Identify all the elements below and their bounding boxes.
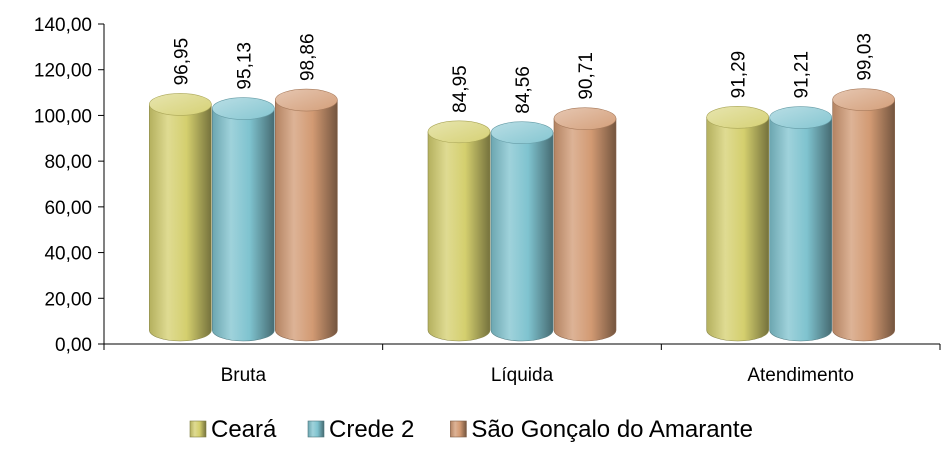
- bar: [428, 121, 490, 341]
- bar-body: [770, 118, 832, 341]
- data-label: 91,21: [792, 51, 813, 99]
- bar-body: [212, 109, 274, 341]
- legend-item: Crede 2: [308, 416, 414, 443]
- bar-cap: [212, 98, 274, 120]
- bar: [707, 106, 769, 341]
- bar-body: [149, 104, 211, 341]
- y-tick-label: 80,00: [44, 152, 92, 173]
- legend-item: Ceará: [190, 416, 277, 443]
- bar-body: [707, 117, 769, 341]
- data-label: 84,95: [450, 65, 471, 113]
- y-tick-label: 60,00: [44, 198, 92, 219]
- data-label: 84,56: [513, 66, 534, 114]
- y-tick-label: 140,00: [34, 15, 92, 36]
- bar-cap: [275, 89, 337, 111]
- bar-body: [554, 119, 616, 341]
- data-label: 96,95: [171, 38, 192, 86]
- data-label: 99,03: [855, 33, 876, 81]
- legend-item: São Gonçalo do Amarante: [450, 416, 753, 443]
- legend-swatch: [308, 421, 324, 437]
- bar: [554, 108, 616, 341]
- bar: [770, 107, 832, 341]
- bar-body: [833, 100, 895, 341]
- x-category-label: Atendimento: [747, 365, 854, 386]
- legend-label: Ceará: [211, 416, 277, 443]
- data-label: 95,13: [234, 42, 255, 90]
- bar-body: [275, 100, 337, 341]
- bar-body: [491, 133, 553, 341]
- y-tick-label: 100,00: [34, 106, 92, 127]
- y-tick-label: 0,00: [55, 335, 92, 356]
- x-category-label: Líquida: [491, 365, 554, 386]
- legend-swatch: [450, 421, 466, 437]
- y-tick-label: 40,00: [44, 244, 92, 265]
- bar: [491, 122, 553, 341]
- legend-label: Crede 2: [329, 416, 414, 443]
- bar: [275, 89, 337, 341]
- legend-label: São Gonçalo do Amarante: [471, 416, 753, 443]
- data-label: 90,71: [576, 52, 597, 100]
- bar-cap: [491, 122, 553, 144]
- bar-cap: [707, 106, 769, 128]
- data-label: 91,29: [729, 51, 750, 99]
- legend-swatch: [190, 421, 206, 437]
- bar-body: [428, 132, 490, 341]
- data-label: 98,86: [297, 33, 318, 81]
- bar-cap: [428, 121, 490, 143]
- bar-cap: [770, 107, 832, 129]
- bar-cap: [833, 89, 895, 111]
- bar-cap: [554, 108, 616, 130]
- bars: [149, 89, 894, 341]
- y-axis: 0,00 20,00 40,00 60,00 80,00 100,00 120,00 140,…: [34, 15, 104, 356]
- y-tick-label: 20,00: [44, 289, 92, 310]
- bar: [149, 93, 211, 341]
- legend: Ceará Crede 2 São Gonçalo do Amarante: [190, 416, 753, 443]
- x-category-label: Bruta: [221, 365, 267, 386]
- x-axis: Bruta Líquida Atendimento: [104, 344, 940, 386]
- bar: [833, 89, 895, 341]
- bar-cap: [149, 93, 211, 115]
- y-tick-label: 120,00: [34, 61, 92, 82]
- bar: [212, 98, 274, 341]
